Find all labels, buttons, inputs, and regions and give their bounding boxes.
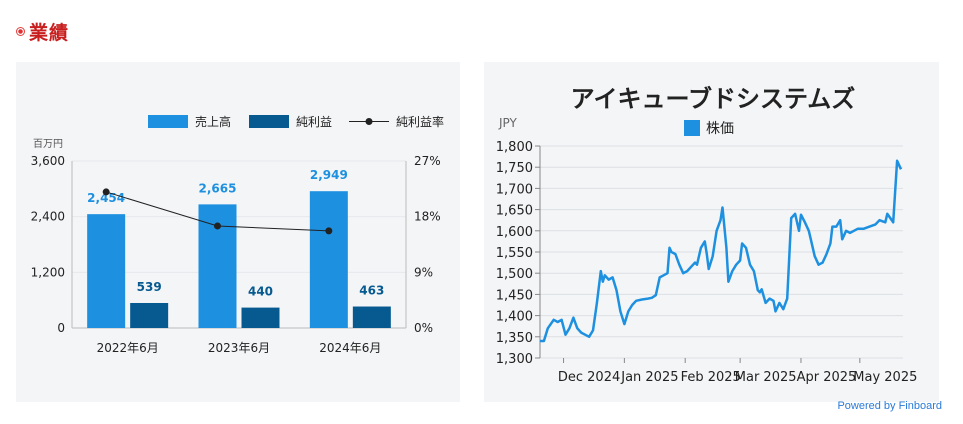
section-header: 業績	[16, 16, 69, 46]
y-axis-unit: JPY	[498, 116, 518, 130]
y-tick-label: 1,500	[496, 267, 533, 282]
x-tick-label: Mar 2025	[735, 370, 797, 385]
point-rate	[102, 188, 110, 196]
x-tick-label: 2023年6月	[208, 341, 270, 355]
section-title: 業績	[29, 21, 70, 44]
y-tick-label: 1,750	[496, 161, 533, 176]
data-label-profit: 463	[359, 284, 384, 298]
legend-swatch-stock	[684, 120, 700, 136]
y-tick-label: 1,650	[496, 204, 533, 219]
legend-label-profit: 純利益	[296, 115, 332, 129]
y-tick-label: 0	[57, 321, 65, 335]
chart-title: アイキューブドシステムズ	[571, 85, 856, 113]
financials-chart-panel: 売上高 純利益 純利益率百万円 0 0% 1,200 9% 2,400 18% 3,600 27% 2…	[16, 62, 460, 402]
legend-label-revenue: 売上高	[195, 114, 231, 129]
y-axis-unit: 百万円	[33, 138, 63, 150]
y-tick-label: 1,450	[496, 288, 533, 303]
legend-swatch-profit	[249, 115, 289, 128]
x-tick-label: Jan 2025	[620, 370, 678, 385]
x-tick-label: 2024年6月	[319, 341, 381, 355]
x-tick-label: Apr 2025	[797, 370, 857, 385]
y2-tick-label: 9%	[414, 265, 433, 279]
y-tick-label: 1,600	[496, 225, 533, 240]
legend-label-stock: 株価	[706, 121, 734, 137]
data-label-revenue: 2,949	[310, 168, 348, 182]
bar-revenue	[309, 191, 348, 328]
data-label-profit: 440	[248, 285, 273, 299]
legend-label-rate: 純利益率	[396, 114, 444, 129]
y2-tick-label: 27%	[414, 154, 441, 168]
legend: 売上高 純利益 純利益率	[148, 114, 444, 129]
bar-profit	[241, 307, 280, 328]
y-tick-label: 1,550	[496, 246, 533, 261]
y-tick-label: 1,700	[496, 182, 533, 197]
data-label-profit: 539	[137, 280, 162, 294]
x-tick-label: May 2025	[853, 370, 917, 385]
point-rate	[325, 227, 333, 235]
bar-profit	[352, 306, 391, 328]
y-tick-label: 2,400	[31, 210, 65, 224]
y-tick-label: 1,350	[496, 331, 533, 346]
y-tick-label: 1,800	[496, 140, 533, 155]
bar-profit	[130, 302, 169, 328]
y-tick-label: 1,300	[496, 352, 533, 367]
x-tick-label: Feb 2025	[681, 370, 741, 385]
bar-revenue	[87, 214, 126, 328]
data-label-revenue: 2,665	[199, 181, 237, 195]
x-tick-label: 2022年6月	[97, 341, 159, 355]
x-tick-label: Dec 2024	[558, 370, 620, 385]
y-tick-label: 1,400	[496, 310, 533, 325]
legend-swatch-revenue	[148, 115, 188, 128]
y2-tick-label: 0%	[414, 321, 433, 335]
y-tick-label: 1,200	[31, 265, 65, 279]
section-bullet-icon	[16, 26, 25, 36]
powered-by-link[interactable]: Powered by Finboard	[837, 400, 942, 412]
legend-marker-rate	[365, 118, 373, 125]
y2-tick-label: 18%	[414, 210, 441, 224]
stock-chart-panel: アイキューブドシステムズ株価 JPY 1,300 1,350 1,400 1,450 1,5…	[484, 62, 939, 402]
series-line-stock	[540, 159, 903, 343]
y-tick-label: 3,600	[31, 154, 65, 168]
point-rate	[214, 222, 221, 230]
